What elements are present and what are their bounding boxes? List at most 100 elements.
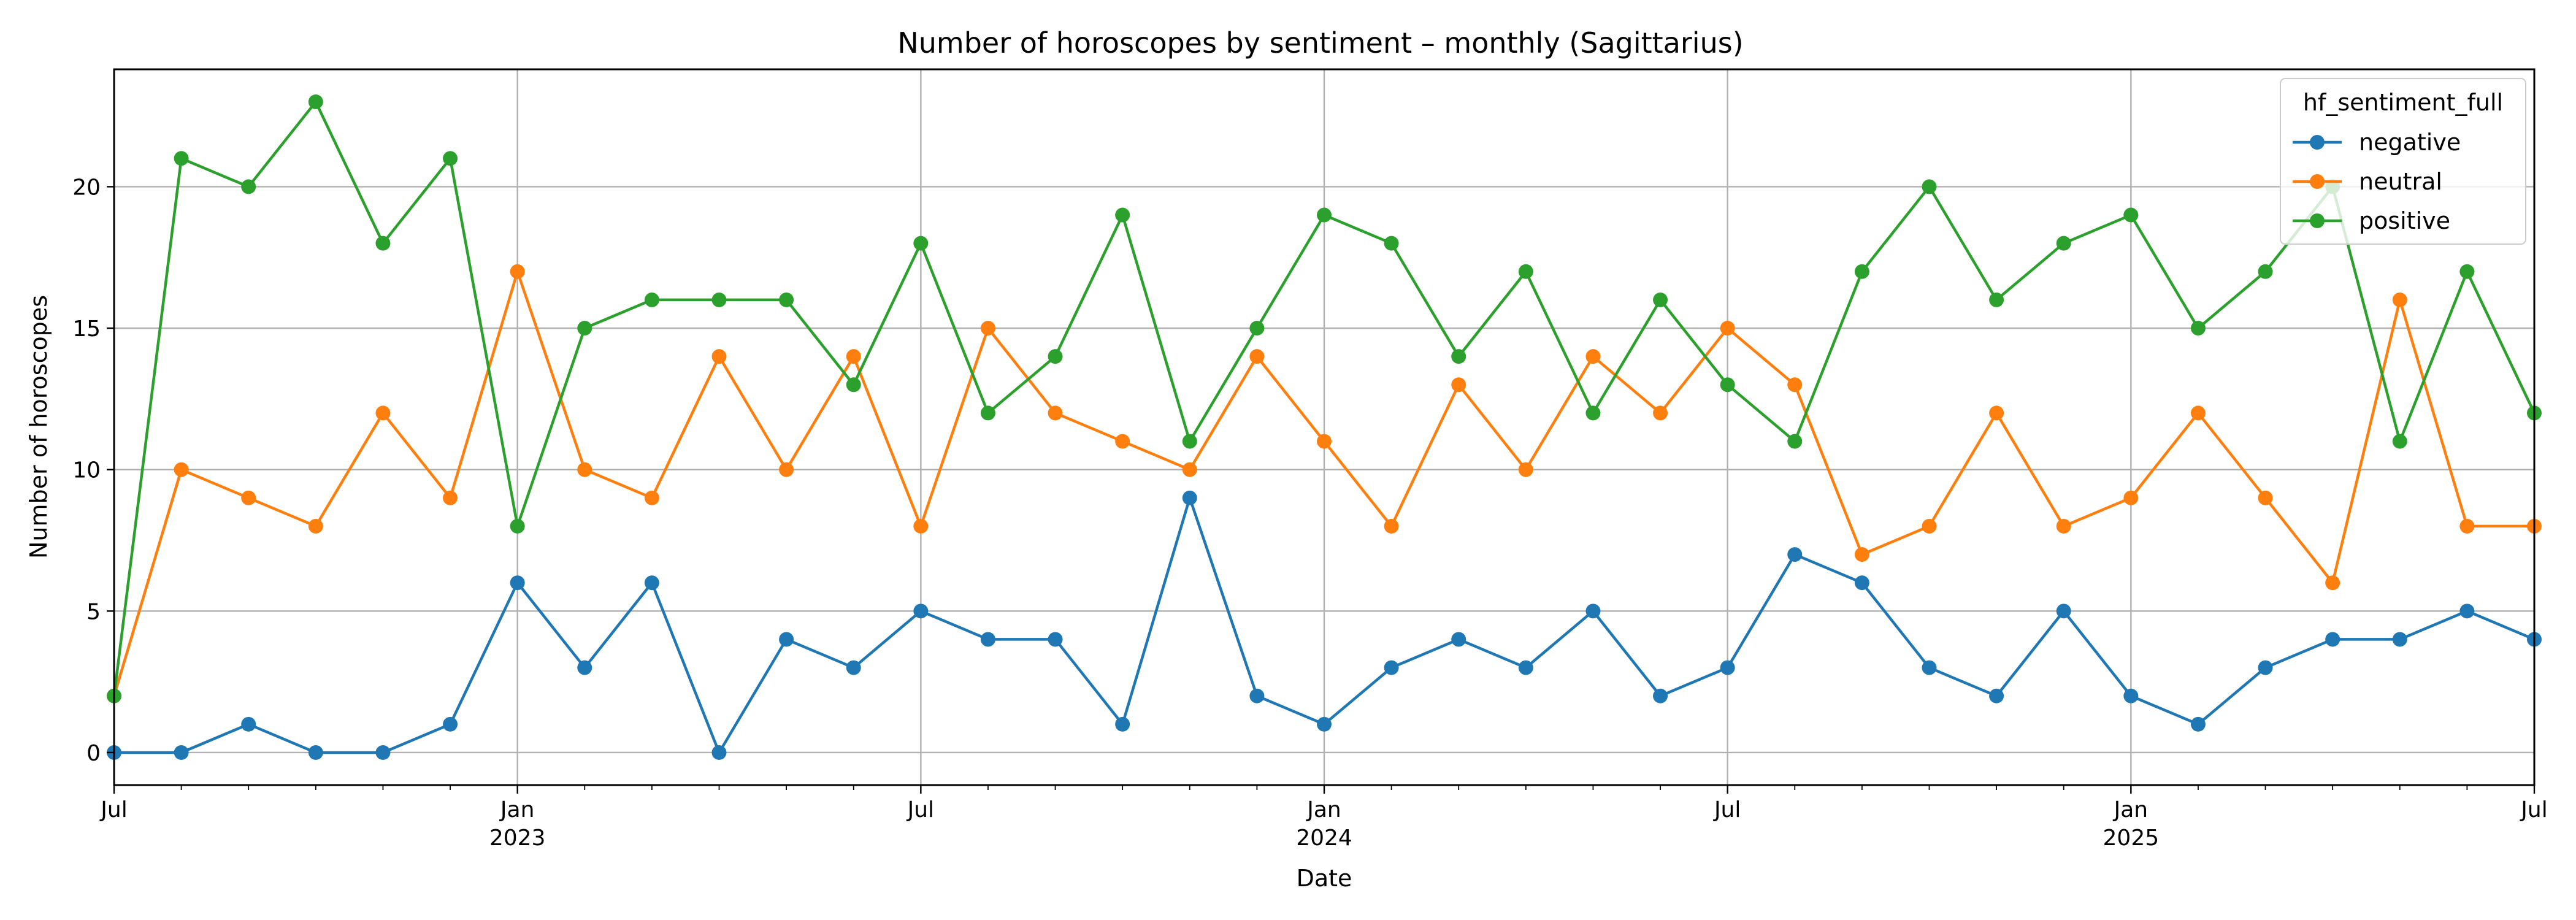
data-point-neutral	[1585, 349, 1601, 364]
data-point-neutral	[1518, 462, 1533, 477]
data-point-positive	[1518, 264, 1533, 279]
legend-title: hf_sentiment_full	[2303, 89, 2503, 116]
data-point-negative	[241, 716, 256, 732]
data-point-positive	[1585, 405, 1601, 421]
data-point-positive	[913, 236, 929, 251]
data-point-neutral	[1451, 377, 1466, 393]
y-tick-label: 0	[86, 741, 101, 766]
data-point-positive	[174, 151, 189, 166]
data-point-neutral	[1989, 405, 2004, 421]
data-point-neutral	[1317, 434, 1332, 449]
data-point-negative	[980, 632, 995, 647]
data-point-neutral	[2123, 490, 2139, 505]
data-point-neutral	[1115, 434, 1130, 449]
data-point-positive	[1653, 292, 1668, 307]
data-point-neutral	[241, 490, 256, 505]
data-point-positive	[1720, 377, 1735, 393]
data-point-positive	[241, 179, 256, 194]
data-point-positive	[779, 292, 794, 307]
x-tick-label: Jul	[99, 797, 127, 822]
data-point-positive	[443, 151, 458, 166]
legend-label-positive: positive	[2359, 207, 2450, 234]
data-point-positive	[980, 405, 995, 421]
data-point-negative	[1653, 688, 1668, 703]
data-point-negative	[577, 660, 592, 675]
legend-marker-negative	[2310, 135, 2325, 150]
legend: hf_sentiment_full negative neutral positiv…	[2280, 78, 2526, 245]
data-point-neutral	[577, 462, 592, 477]
data-point-positive	[2123, 207, 2139, 223]
data-point-positive	[1922, 179, 1937, 194]
data-point-positive	[1787, 434, 1803, 449]
data-point-negative	[1518, 660, 1533, 675]
data-point-negative	[2459, 604, 2475, 619]
data-point-neutral	[2459, 518, 2475, 534]
data-point-positive	[1182, 434, 1197, 449]
x-axis-label: Date	[1297, 865, 1352, 892]
data-point-positive	[375, 236, 391, 251]
y-tick-label: 5	[86, 599, 101, 624]
legend-marker-positive	[2310, 213, 2325, 228]
data-point-neutral	[1249, 349, 1265, 364]
data-point-positive	[846, 377, 861, 393]
x-tick-label: Jan	[2113, 797, 2149, 822]
data-point-negative	[2123, 688, 2139, 703]
legend-box	[2280, 78, 2526, 245]
x-tick-label: Jan	[499, 797, 535, 822]
data-point-negative	[1989, 688, 2004, 703]
y-tick-label: 15	[72, 316, 101, 342]
data-point-negative	[2325, 632, 2340, 647]
data-point-neutral	[1653, 405, 1668, 421]
data-point-positive	[1989, 292, 2004, 307]
data-point-positive	[2258, 264, 2273, 279]
x-tick-year-label: 2025	[2103, 826, 2160, 851]
data-point-negative	[913, 604, 929, 619]
data-point-negative	[1182, 490, 1197, 505]
data-point-neutral	[308, 518, 323, 534]
x-tick-label: Jan	[1306, 797, 1341, 822]
data-point-positive	[2190, 321, 2206, 336]
data-point-positive	[308, 94, 323, 110]
data-point-neutral	[510, 264, 525, 279]
data-point-negative	[2190, 716, 2206, 732]
data-point-neutral	[711, 349, 727, 364]
data-point-neutral	[2056, 518, 2071, 534]
x-tick-label: Jul	[1713, 797, 1741, 822]
data-point-neutral	[644, 490, 659, 505]
data-point-neutral	[980, 321, 995, 336]
data-point-neutral	[1182, 462, 1197, 477]
data-point-neutral	[1384, 518, 1399, 534]
axis-ticks: 0 5 10 15 20 Jul Jan 2023 Jul Jan 2024 Jul Jan 2025 Ju…	[72, 175, 2548, 851]
data-point-positive	[711, 292, 727, 307]
y-tick-label: 10	[72, 458, 101, 483]
data-point-negative	[779, 632, 794, 647]
data-point-negative	[1854, 575, 1869, 591]
data-point-negative	[174, 745, 189, 760]
x-tick-year-label: 2023	[489, 826, 546, 851]
y-axis-label: Number of horoscopes	[25, 295, 52, 559]
series-layer	[107, 94, 2542, 760]
data-point-positive	[2392, 434, 2407, 449]
data-point-neutral	[2392, 292, 2407, 307]
data-point-neutral	[375, 405, 391, 421]
data-point-negative	[1787, 547, 1803, 562]
data-point-negative	[644, 575, 659, 591]
data-point-positive	[2056, 236, 2071, 251]
data-point-positive	[1317, 207, 1332, 223]
data-point-negative	[1585, 604, 1601, 619]
x-tick-label: Jul	[2520, 797, 2547, 822]
x-tick-label: Jul	[907, 797, 934, 822]
data-point-positive	[577, 321, 592, 336]
chart-title: Number of horoscopes by sentiment – mont…	[897, 26, 1743, 59]
data-point-neutral	[779, 462, 794, 477]
data-point-neutral	[1048, 405, 1063, 421]
data-point-negative	[375, 745, 391, 760]
data-point-neutral	[2325, 575, 2340, 591]
data-point-neutral	[2258, 490, 2273, 505]
data-point-positive	[1115, 207, 1130, 223]
data-point-positive	[644, 292, 659, 307]
data-point-neutral	[1854, 547, 1869, 562]
data-point-positive	[2459, 264, 2475, 279]
data-point-negative	[1048, 632, 1063, 647]
